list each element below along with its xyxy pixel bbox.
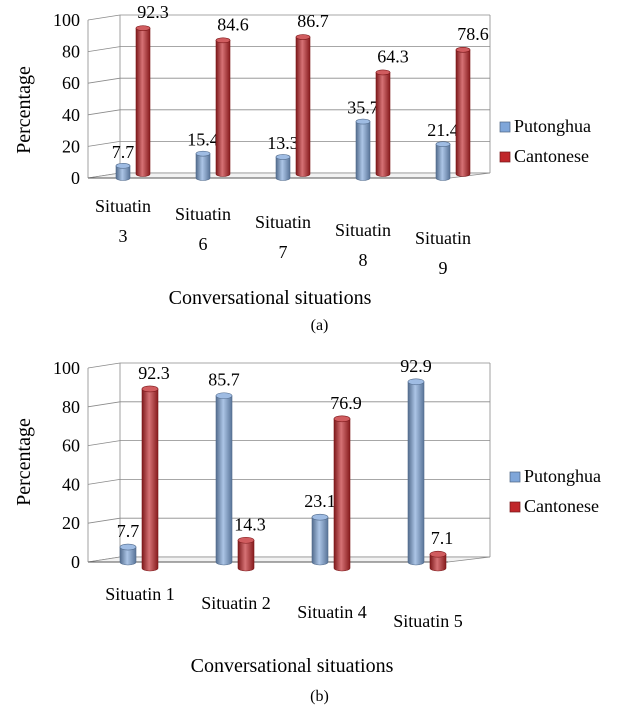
bar-cantonese-2 xyxy=(237,536,255,572)
data-label: 92.9 xyxy=(400,356,432,376)
legend-label: Cantonese xyxy=(514,146,589,166)
bar-putonghua-4 xyxy=(355,118,371,181)
legend-item-putonghua: Putonghua xyxy=(499,116,591,136)
data-label: 15.4 xyxy=(187,130,219,150)
y-tick-label: 20 xyxy=(62,136,80,156)
data-label: 92.3 xyxy=(137,2,169,22)
y-tick-label: 40 xyxy=(62,474,80,494)
x-tick-label: Situatin xyxy=(175,204,231,224)
x-tick-label: 6 xyxy=(199,234,208,254)
gridline-depth xyxy=(87,14,121,21)
data-label: 23.1 xyxy=(304,491,336,511)
bar-cantonese-1 xyxy=(141,385,159,572)
data-label: 64.3 xyxy=(377,46,409,66)
x-tick-label: Situatin 1 xyxy=(105,584,175,604)
bar-putonghua-2 xyxy=(215,392,233,566)
bar-cantonese-5 xyxy=(455,47,471,177)
x-tick-label: 3 xyxy=(119,226,128,246)
x-tick-label: Situatin 2 xyxy=(201,593,271,613)
bar-putonghua-5 xyxy=(435,141,451,181)
chart-a: 0 20 40 60 80 100 7.7 92.3 Situatin 3 15.4 84.6 Situ… xyxy=(13,2,591,309)
legend-item-cantonese: Cantonese xyxy=(509,496,599,516)
x-tick-label: 8 xyxy=(359,250,368,270)
bar-putonghua-3 xyxy=(311,513,329,566)
x-tick-label: 7 xyxy=(279,242,288,262)
data-label: 13.3 xyxy=(267,133,299,153)
y-tick-label: 80 xyxy=(62,42,80,62)
legend-item-putonghua: Putonghua xyxy=(509,466,601,486)
bar-putonghua-4 xyxy=(407,378,425,566)
x-axis-title: Conversational situations xyxy=(191,655,394,677)
gridline-depth xyxy=(87,46,121,52)
data-label: 85.7 xyxy=(208,370,240,390)
caption-b: (b) xyxy=(310,688,329,705)
x-tick-label: Situatin xyxy=(335,220,391,240)
bar-putonghua-2 xyxy=(195,150,211,181)
bar-putonghua-3 xyxy=(275,154,291,181)
data-label: 84.6 xyxy=(217,14,249,34)
chart-b: 0 20 40 60 80 100 7.7 92.3 Situatin 1 85.7 14.3 Sit… xyxy=(13,356,601,677)
gridline-depth xyxy=(87,440,121,446)
bar-putonghua-1 xyxy=(119,543,137,566)
bar-cantonese-4 xyxy=(429,550,447,572)
gridline-depth xyxy=(87,362,121,369)
data-label: 7.7 xyxy=(117,521,140,541)
y-axis-title: Percentage xyxy=(13,418,35,506)
y-tick-label: 80 xyxy=(62,397,80,417)
bar-cantonese-4 xyxy=(375,69,391,177)
data-label: 78.6 xyxy=(457,24,489,44)
legend-item-cantonese: Cantonese xyxy=(499,146,589,166)
x-tick-label: Situatin xyxy=(255,212,311,232)
legend-label: Putonghua xyxy=(514,116,591,136)
gridline-depth xyxy=(87,401,121,408)
y-tick-label: 40 xyxy=(62,105,80,125)
y-tick-label: 60 xyxy=(62,436,80,456)
legend-label: Cantonese xyxy=(524,496,599,516)
gridline-depth xyxy=(87,109,121,116)
gridline-depth xyxy=(87,141,121,147)
data-label: 14.3 xyxy=(234,514,266,534)
y-tick-label: 0 xyxy=(71,168,80,188)
x-tick-label: Situatin 4 xyxy=(297,602,367,622)
y-tick-label: 0 xyxy=(71,552,80,572)
data-label: 7.1 xyxy=(431,528,454,548)
data-label: 35.7 xyxy=(347,98,379,118)
data-label: 86.7 xyxy=(297,11,329,31)
x-axis-title: Conversational situations xyxy=(169,287,372,309)
x-tick-label: Situatin 5 xyxy=(393,611,463,631)
y-axis-title: Percentage xyxy=(13,66,35,154)
bar-cantonese-3 xyxy=(333,415,351,572)
gridline-depth xyxy=(87,77,121,84)
y-tick-label: 100 xyxy=(53,10,80,30)
y-tick-label: 100 xyxy=(53,358,80,378)
caption-a: (a) xyxy=(310,317,329,334)
x-tick-label: Situatin xyxy=(415,228,471,248)
data-label: 76.9 xyxy=(330,393,362,413)
y-tick-label: 60 xyxy=(62,73,80,93)
gridline-depth xyxy=(87,479,121,485)
bar-cantonese-3 xyxy=(295,34,311,177)
bar-putonghua-1 xyxy=(115,163,131,181)
bar-cantonese-1 xyxy=(135,25,151,177)
gridline-depth xyxy=(87,517,121,524)
data-label: 92.3 xyxy=(138,363,170,383)
legend-label: Putonghua xyxy=(524,466,601,486)
y-tick-label: 20 xyxy=(62,513,80,533)
data-label: 21.4 xyxy=(427,120,459,140)
bar-cantonese-2 xyxy=(215,37,231,177)
x-tick-label: Situatin xyxy=(95,196,151,216)
data-label: 7.7 xyxy=(112,142,135,162)
x-tick-label: 9 xyxy=(439,258,448,278)
